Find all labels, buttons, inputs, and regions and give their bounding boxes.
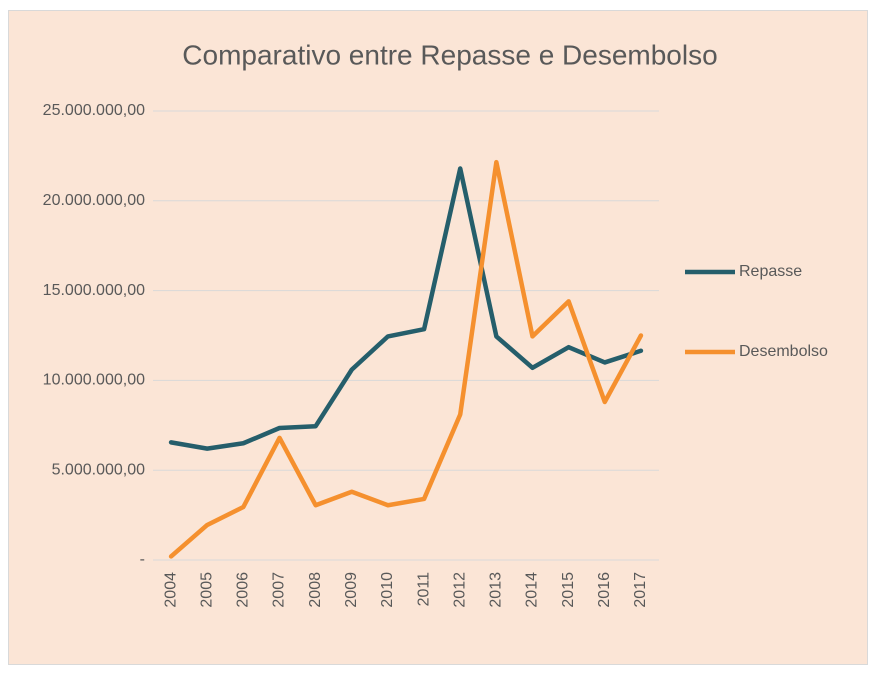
x-tick-label: 2016 [596,572,613,608]
chart-background [8,10,868,665]
y-tick-label: 25.000.000,00 [43,102,145,119]
x-tick-label: 2013 [488,572,505,608]
y-tick-label: 5.000.000,00 [52,461,146,478]
x-tick-label: 2004 [162,572,179,608]
x-tick-label: 2014 [524,572,541,608]
chart-title: Comparativo entre Repasse e Desembolso [182,39,717,70]
x-tick-label: 2006 [235,572,252,608]
x-tick-label: 2008 [307,572,324,608]
y-tick-label: 10.000.000,00 [43,372,145,389]
y-tick-label: 20.000.000,00 [43,192,145,209]
legend-label: Repasse [739,263,802,280]
legend-label: Desembolso [739,343,828,360]
x-tick-label: 2011 [415,572,432,607]
x-tick-label: 2017 [632,572,649,608]
data-line [168,166,644,451]
x-tick-label: 2012 [451,572,468,608]
y-tick-label: 15.000.000,00 [43,282,145,299]
x-tick-label: 2010 [379,572,396,608]
data-line [168,159,644,559]
x-tick-label: 2009 [343,572,360,608]
x-tick-label: 2007 [271,572,288,608]
x-tick-label: 2015 [560,572,577,608]
y-tick-label: - [140,551,145,568]
x-tick-label: 2005 [198,572,215,608]
